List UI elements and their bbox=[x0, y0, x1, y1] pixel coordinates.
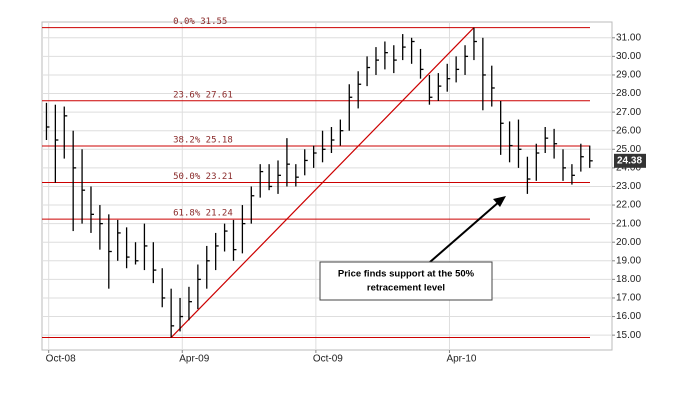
y-tick-label: 29.00 bbox=[616, 70, 641, 81]
x-tick-label: Apr-10 bbox=[446, 354, 476, 365]
y-tick-label: 27.00 bbox=[616, 107, 641, 118]
y-tick-label: 25.00 bbox=[616, 144, 641, 155]
y-tick-label: 23.00 bbox=[616, 181, 641, 192]
y-tick-label: 28.00 bbox=[616, 88, 641, 99]
fib-label: 50.0% 23.21 bbox=[173, 172, 233, 182]
y-tick-label: 20.00 bbox=[616, 237, 641, 248]
annotation-text: retracement level bbox=[367, 283, 445, 294]
x-tick-label: Oct-09 bbox=[313, 354, 343, 365]
fib-label: 38.2% 25.18 bbox=[173, 135, 233, 145]
last-price-box bbox=[614, 153, 646, 168]
y-tick-label: 15.00 bbox=[616, 330, 641, 341]
last-price-label: 24.38 bbox=[617, 155, 642, 166]
annotation-box bbox=[319, 261, 493, 301]
y-tick-label: 22.00 bbox=[616, 200, 641, 211]
y-tick-label: 26.00 bbox=[616, 125, 641, 136]
y-tick-label: 24.00 bbox=[616, 163, 641, 174]
y-tick-label: 21.00 bbox=[616, 218, 641, 229]
y-tick-label: 19.00 bbox=[616, 255, 641, 266]
fib-label: 23.6% 27.61 bbox=[173, 90, 233, 100]
y-tick-label: 18.00 bbox=[616, 274, 641, 285]
arrow-head bbox=[493, 196, 506, 207]
annotation-text: Price finds support at the 50% bbox=[338, 269, 475, 280]
arrow-shaft bbox=[429, 200, 501, 263]
x-tick-label: Apr-09 bbox=[179, 354, 209, 365]
y-tick-label: 16.00 bbox=[616, 311, 641, 322]
y-tick-label: 31.00 bbox=[616, 32, 641, 43]
x-tick-label: Oct-08 bbox=[46, 354, 76, 365]
y-tick-label: 17.00 bbox=[616, 293, 641, 304]
fib-label: 0.0% 31.55 bbox=[173, 17, 227, 27]
fib-label: 61.8% 21.24 bbox=[173, 209, 233, 219]
y-tick-label: 30.00 bbox=[616, 51, 641, 62]
trend-line bbox=[170, 27, 475, 338]
